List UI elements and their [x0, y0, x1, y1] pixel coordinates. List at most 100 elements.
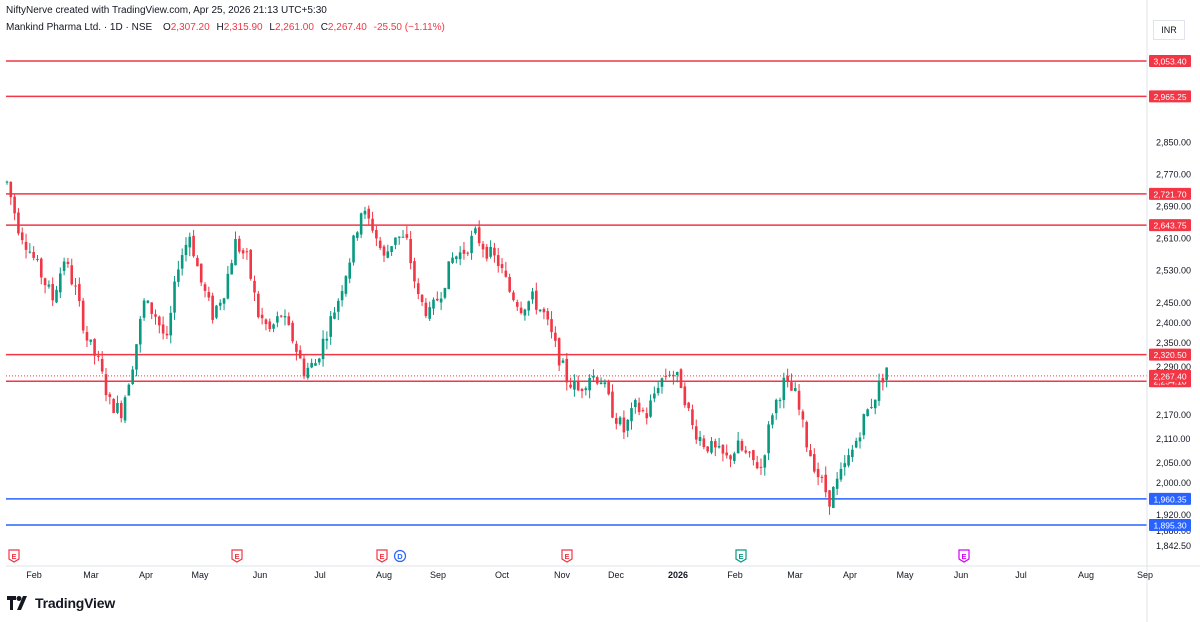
candle-body [470, 235, 473, 254]
candle-body [569, 384, 572, 388]
candle-body [462, 249, 466, 254]
candle-body [352, 235, 355, 263]
candle-body [778, 399, 782, 401]
dividend-event-icon [393, 549, 407, 563]
price-tag [1149, 348, 1191, 361]
candle-body [744, 450, 748, 453]
candle-body [839, 468, 843, 480]
low-label: L [269, 22, 275, 33]
candle-body [165, 333, 169, 336]
candle-body [47, 284, 51, 287]
candle-body [455, 256, 458, 260]
candle-body [573, 381, 576, 390]
y-tick-label: 2,170.00 [1156, 410, 1191, 420]
candle-body [66, 261, 70, 264]
candle-body [812, 454, 816, 472]
x-tick-label: Apr [843, 570, 857, 580]
candle-body [832, 486, 835, 509]
candle-body [508, 276, 511, 292]
candle-body [298, 350, 302, 359]
candle-body [805, 421, 808, 448]
y-tick-label: 2,530.00 [1156, 266, 1191, 276]
candle-body [257, 293, 260, 318]
candle-body [561, 360, 565, 363]
candle-body [386, 251, 390, 258]
candle-body [89, 339, 93, 342]
candle-body [824, 474, 828, 493]
candle-body [333, 312, 336, 319]
candle-body [272, 324, 275, 329]
earnings-event-icon [376, 549, 388, 563]
earnings-event-icon [231, 549, 243, 563]
candle-body [405, 234, 409, 238]
y-tick-label: 2,450.00 [1156, 298, 1191, 308]
x-tick-label: Sep [430, 570, 446, 580]
candle-body [481, 243, 485, 250]
candle-body [28, 251, 32, 253]
candle-body [519, 307, 523, 314]
candle-body [131, 369, 134, 385]
event-letter: E [379, 552, 384, 561]
candle-body [356, 232, 359, 238]
candle-body [245, 251, 249, 253]
candle-body [413, 261, 416, 282]
x-tick-label: 2026 [668, 570, 688, 580]
candle-body [108, 394, 112, 397]
candle-body [592, 375, 595, 378]
candle-body [542, 308, 546, 313]
candle-body [295, 343, 298, 352]
x-tick-label: Aug [1078, 570, 1094, 580]
candle-body [630, 408, 633, 422]
candle-body [691, 409, 694, 426]
candle-body [100, 358, 104, 372]
candle-body [112, 398, 115, 414]
candle-body [51, 284, 54, 301]
candle-body [580, 389, 584, 392]
candle-body [287, 316, 291, 325]
candle-body [527, 301, 530, 311]
ohlc-legend: Mankind Pharma Ltd. · 1D · NSE O2,307.20… [6, 22, 449, 33]
tradingview-brand[interactable]: TradingView [7, 594, 115, 612]
y-tick-label: 2,110.00 [1156, 434, 1190, 444]
candle-body [203, 284, 207, 291]
candle-body [885, 367, 888, 380]
candle-body [359, 213, 363, 235]
candle-body [371, 218, 374, 231]
candle-body [485, 246, 489, 259]
candle-body [736, 440, 740, 454]
candle-body [436, 298, 439, 301]
candle-body [554, 332, 557, 341]
currency-button[interactable]: INR [1153, 20, 1185, 40]
symbol-name[interactable]: Mankind Pharma Ltd. · 1D · NSE [6, 22, 153, 33]
candle-body [180, 255, 184, 269]
candle-body [672, 374, 675, 377]
open-value: 2,307.20 [170, 22, 210, 33]
candle-body [138, 318, 142, 345]
high-label: H [216, 22, 224, 33]
candle-body [763, 455, 767, 468]
candle-body [416, 283, 420, 295]
candle-body [17, 212, 20, 234]
candle-body [496, 255, 500, 266]
price-tag-label: 1,895.30 [1153, 521, 1186, 531]
candle-body [146, 300, 150, 303]
candle-body [93, 339, 96, 356]
y-tick-label: 1,920.00 [1156, 510, 1191, 520]
close-label: C [320, 22, 328, 33]
candle-body [142, 300, 146, 318]
candle-body [847, 455, 850, 466]
candle-body [192, 235, 195, 257]
x-tick-label: Mar [83, 570, 99, 580]
y-tick-label: 2,350.00 [1156, 338, 1191, 348]
candle-body [447, 261, 451, 290]
y-tick-label: 2,400.00 [1156, 318, 1191, 328]
price-tag-label: 1,960.35 [1153, 494, 1186, 504]
candle-body [169, 312, 173, 336]
candle-body [321, 338, 325, 359]
candle-body [135, 344, 138, 370]
candle-body [260, 314, 264, 319]
candle-body [348, 262, 352, 279]
candle-body [584, 388, 588, 391]
